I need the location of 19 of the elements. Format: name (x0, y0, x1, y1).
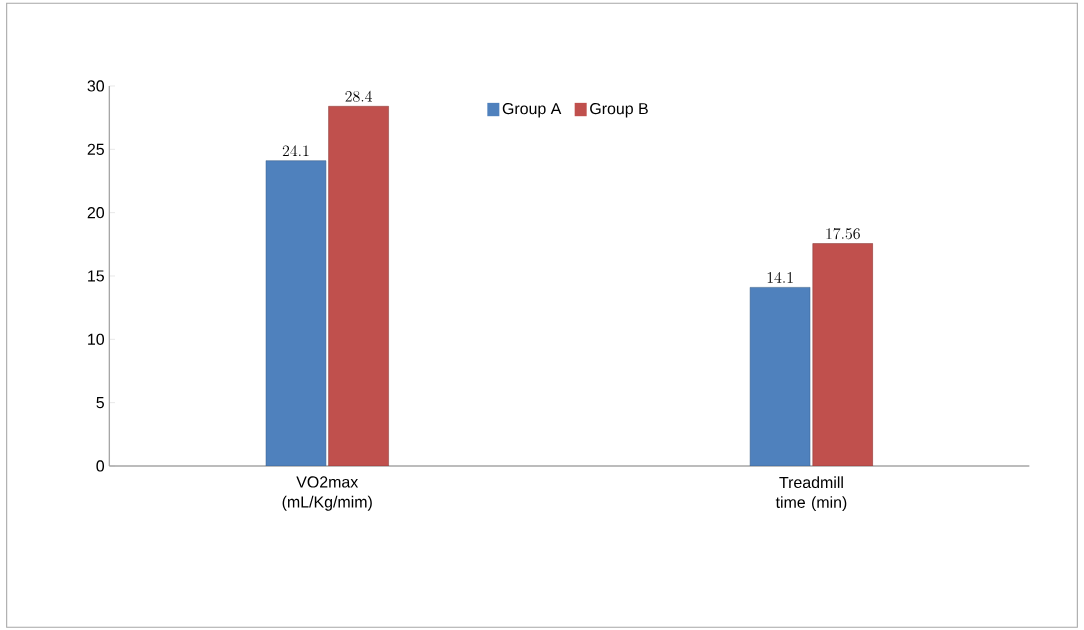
legend-label: Group A (502, 102, 562, 118)
bar (812, 243, 874, 466)
data-label: 28.4 (345, 90, 372, 102)
data-label: 24. 1 (282, 145, 309, 157)
data-label: 14. 1 (767, 271, 793, 283)
y-tick-label: 5 (96, 397, 104, 409)
x-tick-label: Treadmill time (min) (775, 476, 847, 512)
bar (328, 105, 389, 466)
data-label: 17.56 (826, 228, 860, 240)
legend-label: Group B (590, 102, 648, 118)
y-tick-label: 0 (96, 460, 105, 472)
y-tick-label: 15 (88, 270, 104, 282)
y-tick-label: 25 (87, 143, 104, 155)
bar (749, 287, 811, 466)
y-tick-label: 30 (87, 80, 105, 92)
y-tick-label: 20 (87, 207, 105, 219)
x-tick-label: VO2max (mL/Kg/mim) (282, 476, 372, 511)
bar (265, 160, 327, 466)
y-tick-label: 10 (88, 333, 105, 345)
